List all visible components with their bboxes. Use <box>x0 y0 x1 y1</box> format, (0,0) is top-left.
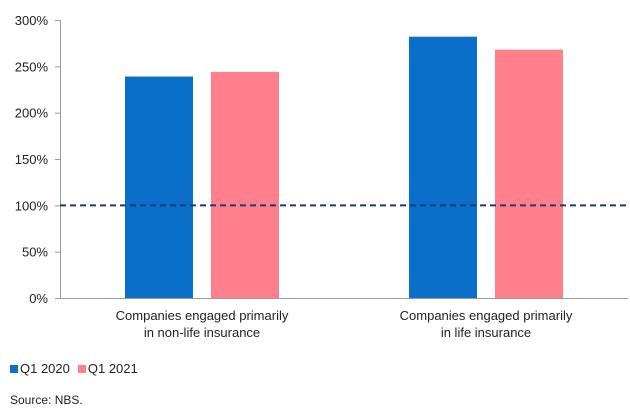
y-tick-label: 200% <box>15 106 49 121</box>
y-tick-label: 100% <box>15 198 49 213</box>
y-tick-label: 0% <box>29 291 48 306</box>
bar-q1-2021-cat2 <box>495 49 563 298</box>
legend-item-q1-2021: Q1 2021 <box>77 361 138 376</box>
category-label: Companies engaged primarily in non-life i… <box>116 308 289 340</box>
y-tick-label: 50% <box>22 245 48 260</box>
legend-item-q1-2020: Q1 2020 <box>10 361 70 376</box>
bar-q1-2020-cat1 <box>125 76 193 298</box>
source-note: Source: NBS. <box>10 393 83 407</box>
legend-swatch-q1-2021 <box>77 364 86 373</box>
y-tick-label: 150% <box>15 152 49 167</box>
legend-label-q1-2021: Q1 2021 <box>87 361 138 376</box>
y-tick-label: 300% <box>15 13 49 28</box>
bar-q1-2021-cat1 <box>211 71 279 298</box>
legend: Q1 2020 Q1 2021 <box>10 361 146 376</box>
legend-label-q1-2020: Q1 2020 <box>20 361 70 376</box>
y-tick-label: 250% <box>15 59 49 74</box>
legend-swatch-q1-2020 <box>10 364 18 373</box>
category-label: Companies engaged primarily in life insur… <box>400 308 573 340</box>
bar-q1-2020-cat2 <box>409 36 477 299</box>
